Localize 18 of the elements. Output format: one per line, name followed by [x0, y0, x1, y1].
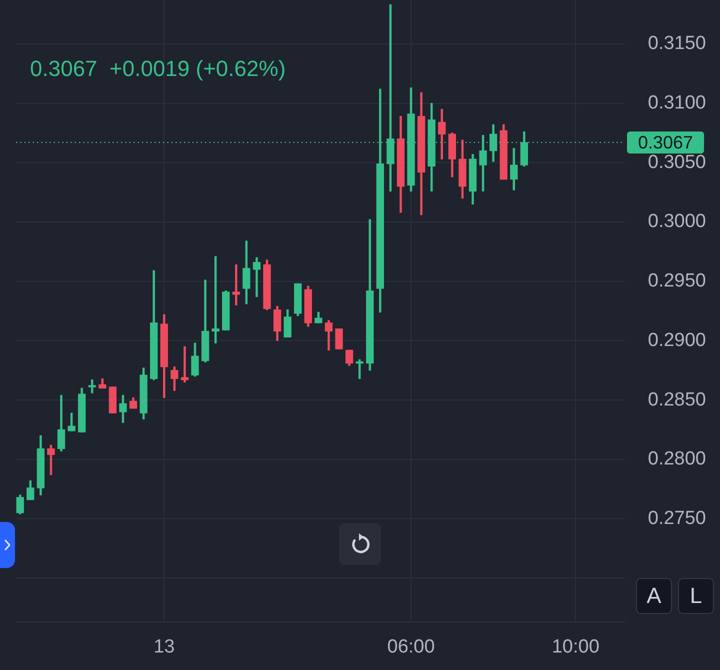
text: L — [688, 583, 704, 608]
ref-line-label: 0.3067 — [638, 132, 694, 152]
y-tick-label: 0.2850 — [648, 389, 706, 410]
y-tick-label: 0.2900 — [648, 330, 706, 351]
y-tick-label: 0.3050 — [648, 152, 706, 173]
x-tick-label: 13 — [154, 636, 175, 658]
x-tick-label: 10:00 — [552, 636, 600, 658]
x-tick-label: 06:00 — [387, 636, 435, 658]
text: 0.3067 +0.0019 (+0.62%) — [30, 56, 286, 82]
y-tick-label: 0.2750 — [648, 508, 706, 529]
candlestick — [180, 346, 189, 383]
text: A — [646, 583, 662, 608]
y-tick-label: 0.2800 — [648, 448, 706, 470]
y-tick-label: 0.3150 — [648, 33, 706, 54]
candlestick — [232, 264, 240, 306]
y-tick-label: 0.3000 — [648, 211, 706, 232]
y-tick-label: 0.2950 — [648, 270, 706, 292]
y-tick-label: 0.3100 — [648, 92, 706, 114]
